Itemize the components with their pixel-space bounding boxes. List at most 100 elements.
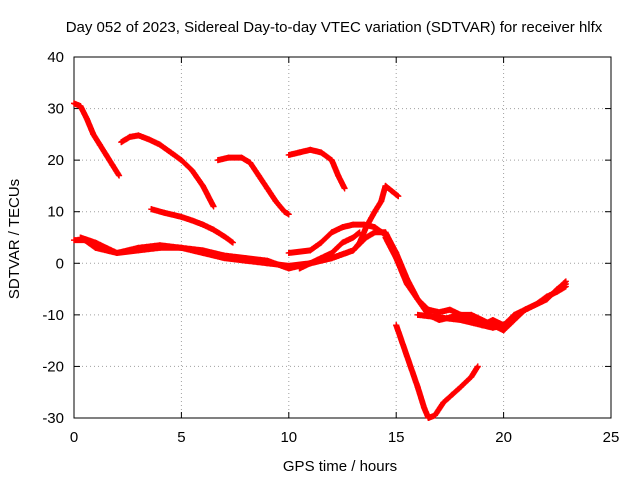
data-point xyxy=(264,185,271,192)
data-point xyxy=(328,229,335,236)
data-point xyxy=(118,139,125,146)
data-point xyxy=(318,239,325,246)
data-point xyxy=(543,296,550,303)
data-point xyxy=(229,239,236,246)
x-tick-label: 5 xyxy=(177,429,185,446)
data-point xyxy=(210,226,217,233)
series-12 xyxy=(414,278,569,331)
y-tick-label: 10 xyxy=(47,204,64,221)
data-point xyxy=(382,234,389,241)
x-tick-label: 0 xyxy=(70,429,78,446)
data-point xyxy=(296,265,303,272)
data-point xyxy=(178,213,185,220)
data-point xyxy=(242,257,249,264)
data-point xyxy=(307,260,314,267)
marker-trail xyxy=(393,322,481,421)
data-point xyxy=(103,151,110,158)
data-point xyxy=(440,399,447,406)
grid xyxy=(74,57,611,418)
marker-trail xyxy=(71,100,122,178)
data-point xyxy=(328,255,335,262)
data-point xyxy=(341,185,348,192)
series-5 xyxy=(285,146,348,192)
data-point xyxy=(247,159,254,166)
data-point xyxy=(403,353,410,360)
data-point xyxy=(489,317,496,324)
data-point xyxy=(328,157,335,164)
data-point xyxy=(414,311,421,318)
x-tick-label: 20 xyxy=(495,429,512,446)
data-point xyxy=(328,249,335,256)
x-axis-label: GPS time / hours xyxy=(283,458,397,475)
series-8 xyxy=(285,221,400,256)
data-point xyxy=(318,149,325,156)
data-point xyxy=(77,234,84,241)
data-point xyxy=(146,136,153,143)
data-point xyxy=(161,209,168,216)
data-point xyxy=(382,182,389,189)
y-axis-label: SDTVAR / TECUs xyxy=(6,179,23,299)
series-7 xyxy=(77,229,363,269)
data-point xyxy=(425,415,432,421)
data-point xyxy=(199,221,206,228)
data-point xyxy=(350,221,357,228)
data-point xyxy=(199,249,206,256)
series-9 xyxy=(296,182,402,272)
data-point xyxy=(83,115,90,122)
plot-frame xyxy=(73,56,612,419)
data-point xyxy=(449,391,456,398)
data-point xyxy=(388,188,395,195)
data-point xyxy=(363,224,370,231)
marker-trail xyxy=(285,146,348,191)
data-point xyxy=(350,234,357,241)
series-2 xyxy=(118,132,217,210)
y-tick-label: -30 xyxy=(42,410,64,427)
data-point xyxy=(339,224,346,231)
data-point xyxy=(210,203,217,210)
data-point xyxy=(339,239,346,246)
data-point xyxy=(71,237,77,244)
data-point xyxy=(479,317,486,324)
data-point xyxy=(189,167,196,174)
data-point xyxy=(500,327,507,334)
y-tick-label: 30 xyxy=(47,101,64,118)
data-point xyxy=(285,262,292,269)
data-point xyxy=(156,141,163,148)
data-point xyxy=(214,157,221,164)
marker-trail xyxy=(118,132,217,209)
data-point xyxy=(255,172,262,179)
data-point xyxy=(371,229,378,236)
data-point xyxy=(285,249,292,256)
data-point xyxy=(90,131,97,138)
series-4 xyxy=(214,154,292,218)
data-point xyxy=(335,172,342,179)
data-point xyxy=(285,151,292,158)
data-point xyxy=(189,217,196,224)
x-tick-label: 10 xyxy=(280,429,297,446)
data-point xyxy=(113,249,120,256)
data-point xyxy=(468,373,475,380)
data-point xyxy=(199,182,206,189)
data-point xyxy=(371,224,378,231)
axis-ticks: 0 5 10 15 20 25 -30 -20 -10 0 10 20 30 40 xyxy=(42,49,619,446)
data-point xyxy=(307,146,314,153)
data-point xyxy=(92,244,99,251)
data-point xyxy=(264,260,271,267)
data-point xyxy=(178,157,185,164)
data-point xyxy=(238,154,245,161)
data-point xyxy=(371,208,378,215)
data-point xyxy=(436,314,443,321)
data-point xyxy=(457,317,464,324)
data-point xyxy=(393,322,400,329)
data-markers xyxy=(71,100,569,421)
data-point xyxy=(281,208,288,215)
data-point xyxy=(356,239,363,246)
data-point xyxy=(446,306,453,313)
data-point xyxy=(350,247,357,254)
y-tick-label: -20 xyxy=(42,358,64,375)
data-point xyxy=(296,149,303,156)
data-point xyxy=(221,255,228,262)
data-point xyxy=(167,149,174,156)
data-point xyxy=(178,244,185,251)
